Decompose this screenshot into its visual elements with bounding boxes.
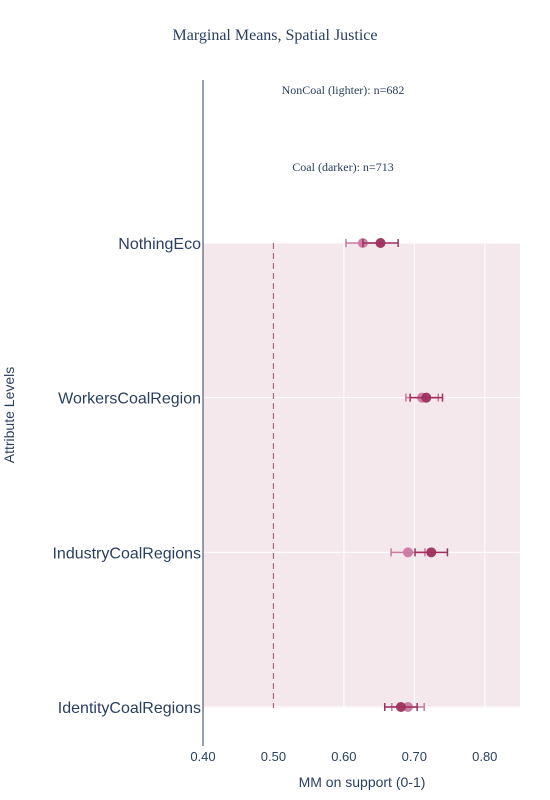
y-tick-label: IndustryCoalRegions bbox=[52, 545, 201, 562]
chart-title: Marginal Means, Spatial Justice bbox=[173, 27, 378, 44]
x-tick-label: 0.50 bbox=[261, 749, 286, 764]
data-point bbox=[426, 547, 437, 558]
x-tick-label: 0.80 bbox=[472, 749, 497, 764]
annotation: NonCoal (lighter): n=682 bbox=[282, 83, 405, 97]
y-tick-label: NothingEco bbox=[118, 236, 201, 253]
y-axis-title: Attribute Levels bbox=[1, 367, 17, 464]
data-point bbox=[395, 702, 406, 712]
x-axis-title: MM on support (0-1) bbox=[299, 774, 426, 790]
plot-area bbox=[203, 243, 520, 708]
y-tick-label: WorkersCoalRegion bbox=[58, 391, 201, 408]
y-tick-label: IdentityCoalRegions bbox=[58, 700, 201, 717]
data-point bbox=[402, 547, 413, 558]
x-tick-label: 0.60 bbox=[331, 749, 356, 764]
x-tick-label: 0.70 bbox=[402, 749, 427, 764]
x-tick-label: 0.40 bbox=[190, 749, 215, 764]
data-point bbox=[421, 392, 432, 403]
annotation: Coal (darker): n=713 bbox=[292, 160, 393, 174]
data-point bbox=[375, 238, 386, 248]
